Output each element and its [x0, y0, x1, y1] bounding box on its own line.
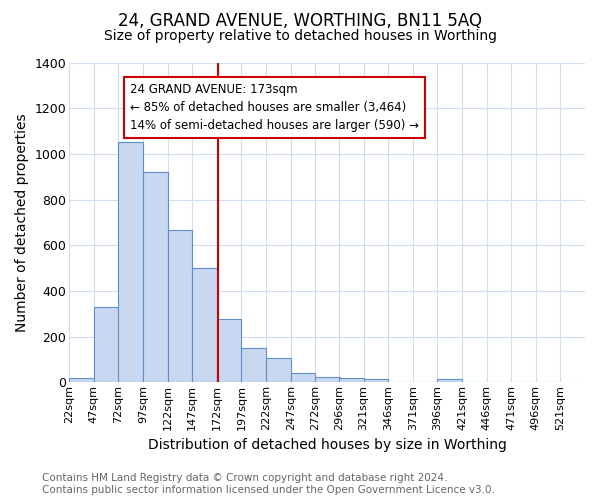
- X-axis label: Distribution of detached houses by size in Worthing: Distribution of detached houses by size …: [148, 438, 506, 452]
- Bar: [217, 320, 241, 382]
- Bar: [315, 376, 340, 382]
- Bar: [364, 379, 388, 382]
- Bar: [339, 378, 364, 382]
- Bar: [241, 348, 266, 382]
- Bar: [143, 172, 167, 382]
- Bar: [69, 378, 94, 382]
- Bar: [167, 230, 192, 382]
- Bar: [437, 379, 462, 382]
- Text: 24 GRAND AVENUE: 173sqm
← 85% of detached houses are smaller (3,464)
14% of semi: 24 GRAND AVENUE: 173sqm ← 85% of detache…: [130, 83, 419, 132]
- Y-axis label: Number of detached properties: Number of detached properties: [15, 113, 29, 332]
- Bar: [192, 268, 217, 382]
- Text: Contains HM Land Registry data © Crown copyright and database right 2024.
Contai: Contains HM Land Registry data © Crown c…: [42, 474, 495, 495]
- Text: 24, GRAND AVENUE, WORTHING, BN11 5AQ: 24, GRAND AVENUE, WORTHING, BN11 5AQ: [118, 12, 482, 30]
- Bar: [290, 373, 315, 382]
- Bar: [266, 358, 290, 382]
- Bar: [118, 142, 143, 382]
- Text: Size of property relative to detached houses in Worthing: Size of property relative to detached ho…: [104, 29, 497, 43]
- Bar: [94, 307, 118, 382]
